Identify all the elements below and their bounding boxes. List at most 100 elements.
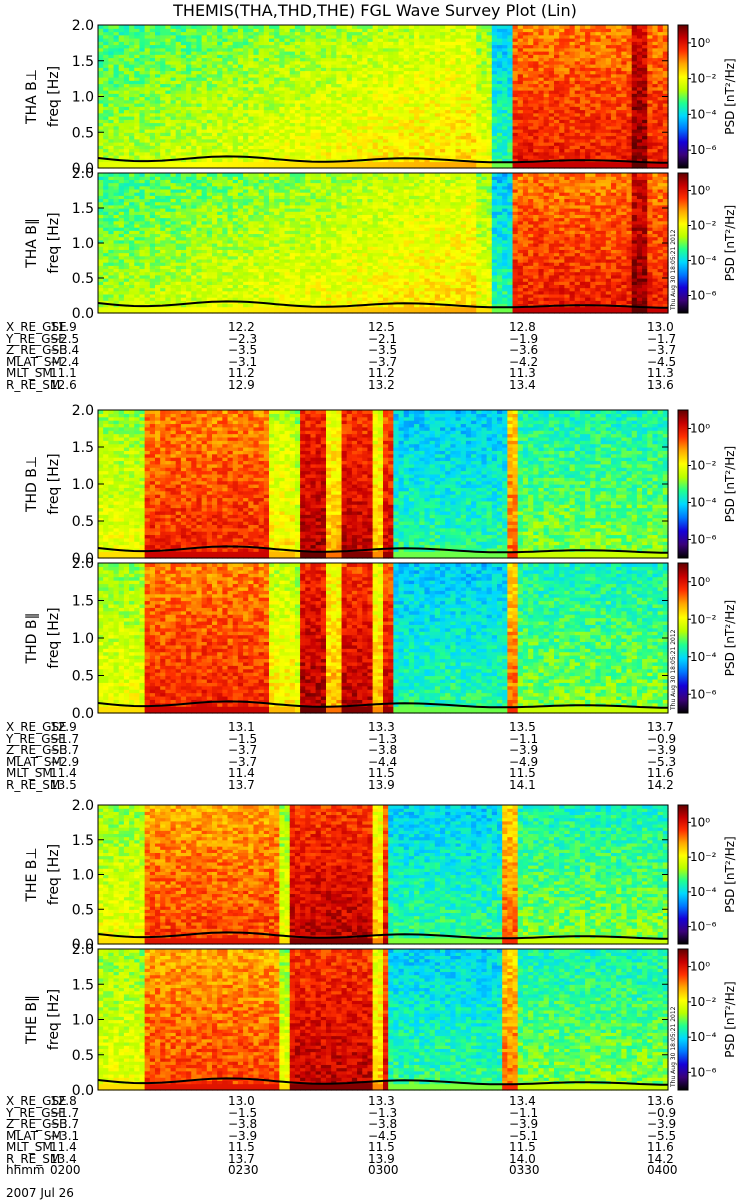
heatmap-cell [289, 77, 296, 81]
heatmap-cell [248, 151, 255, 156]
heatmap-cell [642, 57, 648, 62]
heatmap-cell [626, 158, 633, 163]
heatmap-cell [512, 83, 519, 88]
heatmap-cell [269, 106, 275, 111]
heatmap-cell [98, 44, 104, 49]
heatmap-cell [403, 106, 410, 111]
heatmap-cell [647, 38, 654, 42]
heatmap-cell [522, 155, 529, 159]
heatmap-cell [631, 44, 638, 49]
heatmap-cell [611, 161, 617, 166]
heatmap-cell [465, 60, 472, 65]
heatmap-cell [564, 151, 571, 156]
heatmap-cell [206, 73, 213, 78]
heatmap-cell [434, 132, 441, 137]
heatmap-cell [180, 47, 187, 52]
heatmap-cell [362, 28, 369, 33]
heatmap-cell [222, 51, 229, 55]
heatmap-cell [548, 125, 555, 130]
heatmap-cell [326, 60, 332, 65]
heatmap-cell [517, 44, 524, 49]
heatmap-cell [450, 103, 457, 107]
heatmap-cell [372, 90, 379, 94]
heatmap-cell [434, 138, 441, 143]
heatmap-cell [103, 116, 109, 120]
heatmap-cell [579, 83, 586, 88]
heatmap-cell [502, 77, 508, 81]
heatmap-cell [336, 90, 343, 94]
heatmap-cell [217, 142, 223, 146]
heatmap-cell [408, 86, 415, 91]
heatmap-cell [642, 135, 648, 140]
heatmap-cell [440, 60, 446, 65]
heatmap-cell [595, 106, 602, 111]
heatmap-cell [605, 135, 612, 140]
heatmap-cell [554, 116, 560, 120]
heatmap-cell [564, 51, 571, 55]
heatmap-cell [108, 132, 115, 137]
heatmap-cell [206, 77, 213, 81]
heatmap-cell [517, 112, 524, 117]
heatmap-cell [144, 70, 151, 75]
heatmap-cell [657, 90, 664, 94]
heatmap-cell [383, 54, 389, 59]
heatmap-cell [196, 60, 203, 65]
heatmap-cell [647, 25, 654, 29]
heatmap-cell [98, 164, 104, 169]
heatmap-cell [486, 142, 493, 146]
heatmap-cell [206, 51, 213, 55]
heatmap-cell [326, 138, 332, 143]
heatmap-cell [139, 129, 146, 133]
heatmap-cell [331, 129, 337, 133]
heatmap-cell [279, 93, 286, 98]
heatmap-cell [134, 47, 141, 52]
heatmap-cell [98, 148, 104, 153]
heatmap-cell [305, 73, 312, 78]
heatmap-cell [548, 51, 555, 55]
heatmap-cell [419, 138, 426, 143]
heatmap-cell [507, 106, 514, 111]
heatmap-cell [108, 195, 115, 200]
heatmap-cell [98, 217, 104, 222]
heatmap-cell [471, 129, 477, 133]
heatmap-cell [626, 119, 633, 124]
heatmap-cell [662, 148, 669, 153]
heatmap-cell [486, 57, 493, 62]
heatmap-cell [377, 122, 384, 127]
heatmap-cell [248, 31, 255, 36]
heatmap-cell [253, 83, 260, 88]
heatmap-cell [222, 47, 229, 52]
heatmap-cell [631, 142, 638, 146]
heatmap-cell [206, 67, 213, 72]
heatmap-cell [424, 103, 431, 107]
heatmap-cell [144, 119, 151, 124]
heatmap-cell [642, 103, 648, 107]
heatmap-cell [652, 41, 659, 46]
heatmap-cell [269, 122, 275, 127]
heatmap-cell [543, 116, 550, 120]
heatmap-cell [191, 132, 198, 137]
heatmap-cell [486, 67, 493, 72]
heatmap-cell [372, 125, 379, 130]
heatmap-cell [455, 109, 462, 114]
heatmap-cell [424, 125, 431, 130]
heatmap-cell [300, 73, 306, 78]
heatmap-cell [300, 138, 306, 143]
heatmap-cell [300, 80, 306, 85]
heatmap-cell [341, 151, 348, 156]
heatmap-cell [98, 255, 104, 260]
heatmap-cell [383, 51, 389, 55]
heatmap-cell [559, 25, 565, 29]
heatmap-cell [486, 138, 493, 143]
heatmap-cell [284, 99, 291, 104]
heatmap-cell [491, 106, 498, 111]
heatmap-cell [403, 86, 410, 91]
heatmap-cell [502, 38, 508, 42]
heatmap-cell [98, 122, 104, 127]
heatmap-cell [579, 47, 586, 52]
heatmap-cell [165, 77, 172, 81]
heatmap-cell [434, 73, 441, 78]
heatmap-cell [393, 96, 400, 101]
heatmap-cell [180, 86, 187, 91]
heatmap-cell [279, 164, 286, 169]
